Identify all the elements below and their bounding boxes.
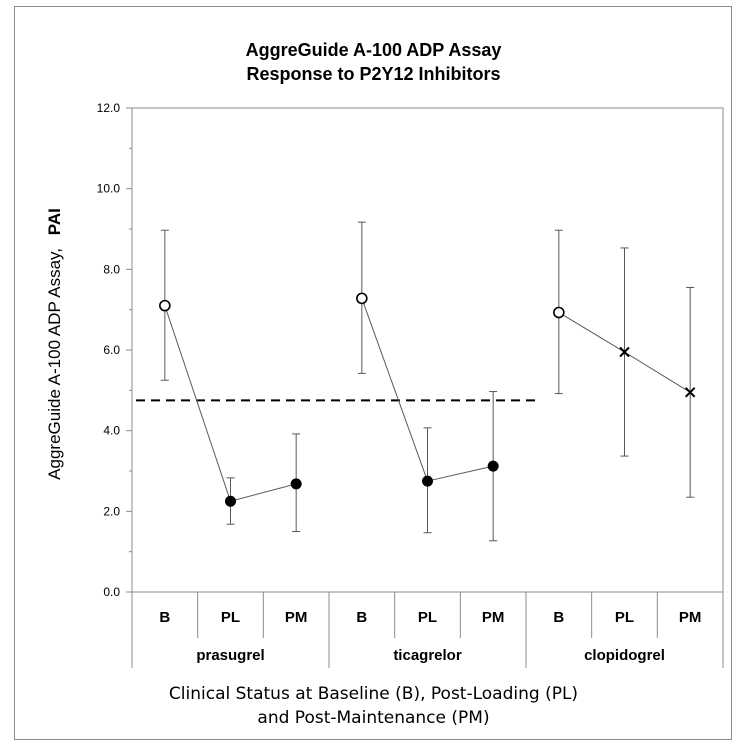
data-point-open <box>553 306 565 319</box>
y-tick-label: 2.0 <box>103 504 120 518</box>
data-point-x <box>684 387 696 398</box>
x-category-label: PM <box>679 609 702 626</box>
x-group-label: clopidogrel <box>584 647 665 664</box>
x-axis-label-line-2: and Post-Maintenance (PM) <box>257 708 490 728</box>
plot-layer: 0.0 2.0 4.0 6.0 8.0 10.0 12.0 B PL PM B PL PM B PL PM pr… <box>97 101 724 668</box>
y-tick-label: 6.0 <box>103 343 120 357</box>
x-category-label: B <box>356 609 367 626</box>
x-category-label: B <box>159 609 170 626</box>
x-category-label: PM <box>482 609 505 626</box>
series-line-prasugrel <box>164 305 297 502</box>
data-point-x <box>619 346 630 358</box>
chart-title-line-1: AggreGuide A-100 ADP Assay <box>245 40 502 60</box>
x-group-label: ticagrelor <box>393 647 462 664</box>
data-point-open <box>356 292 368 305</box>
x-category-label: PL <box>615 609 634 626</box>
x-category-label: B <box>553 609 564 626</box>
chart-title-line-2: Response to P2Y12 Inhibitors <box>246 64 501 84</box>
y-tick-label: 8.0 <box>103 262 120 276</box>
x-category-label: PL <box>418 609 437 626</box>
y-tick-label: 12.0 <box>97 101 121 115</box>
x-axis-label-line-1: Clinical Status at Baseline (B), Post-Lo… <box>168 684 579 704</box>
data-point-filled <box>422 475 433 487</box>
data-point-filled <box>225 495 236 507</box>
data-point-filled <box>290 478 302 490</box>
data-point-filled <box>487 460 499 472</box>
y-axis-label-unit: PAI <box>45 208 64 235</box>
y-tick-label: 10.0 <box>97 182 121 196</box>
x-category-label: PM <box>285 609 308 626</box>
y-tick-label: 0.0 <box>103 585 120 599</box>
y-axis-label: AggreGuide A-100 ADP Assay, PAI <box>45 208 64 480</box>
data-point-open <box>159 299 171 312</box>
y-axis-label-main: AggreGuide A-100 ADP Assay, <box>45 248 64 480</box>
x-group-label: prasugrel <box>196 647 264 664</box>
y-tick-label: 4.0 <box>103 424 120 438</box>
chart-frame <box>14 6 732 740</box>
x-category-label: PL <box>221 609 240 626</box>
